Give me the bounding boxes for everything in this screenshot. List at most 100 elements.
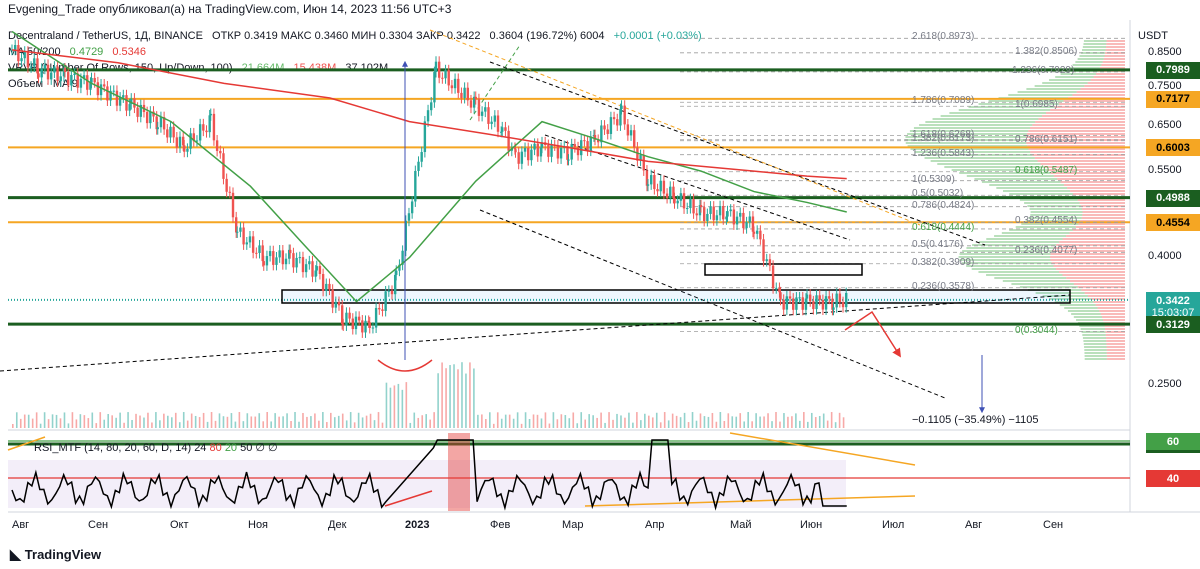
volume-bar xyxy=(206,421,209,428)
volume-bar xyxy=(477,414,479,428)
candle-body xyxy=(301,257,305,273)
profile-row-up xyxy=(986,238,1063,240)
volume-bar xyxy=(667,420,670,428)
profile-row-up xyxy=(937,163,1041,165)
profile-row-down xyxy=(1082,214,1125,216)
volume-bar xyxy=(787,416,789,428)
candle-body xyxy=(284,258,288,265)
volume-bar xyxy=(616,413,618,428)
profile-row-up xyxy=(1028,217,1082,219)
profile-row-up xyxy=(924,157,1035,159)
profile-row-up xyxy=(1082,337,1107,339)
profile-row-down xyxy=(1106,46,1125,48)
tradingview-logo[interactable]: ◣ TradingView xyxy=(10,546,101,563)
candle-body xyxy=(93,77,96,83)
profile-row-up xyxy=(968,106,1055,108)
candle-body xyxy=(447,70,450,86)
candle-body xyxy=(765,259,768,262)
volume-bar xyxy=(91,412,94,428)
profile-row-down xyxy=(1046,169,1125,171)
fib-label: 1(0.5309) xyxy=(912,173,955,185)
volume-bar xyxy=(600,412,602,428)
candle-body xyxy=(676,200,679,204)
candle-body xyxy=(547,144,550,157)
profile-row-down xyxy=(1026,136,1125,138)
candle-body xyxy=(364,320,367,333)
candle-body xyxy=(739,212,742,217)
volume-bar xyxy=(592,415,594,428)
profile-row-up xyxy=(1017,91,1077,93)
price-badge-value: 0.3422 xyxy=(1156,294,1190,307)
profile-row-down xyxy=(1078,223,1125,225)
trendline-dashed-4 xyxy=(544,134,851,241)
profile-row-down xyxy=(1104,55,1125,57)
volume-bar xyxy=(167,415,169,428)
profile-row-down xyxy=(1063,184,1125,186)
candle-body xyxy=(178,136,182,148)
candle-body xyxy=(340,305,344,325)
candle-body xyxy=(304,264,308,273)
profile-row-down xyxy=(1106,349,1125,351)
candle-body xyxy=(63,68,67,73)
candle-body xyxy=(457,78,460,93)
volume-bar xyxy=(783,413,785,428)
volume-bar xyxy=(143,417,145,428)
volume-bar xyxy=(624,417,626,428)
volume-bar xyxy=(842,417,845,428)
candle-body xyxy=(441,77,444,79)
volume-bar xyxy=(174,412,177,428)
candle-body xyxy=(466,87,469,101)
volume-bar xyxy=(147,412,149,428)
fib-label: 0.236(0.4077) xyxy=(1015,245,1078,257)
candle-body xyxy=(838,293,842,303)
profile-row-down xyxy=(1045,112,1125,114)
candle-body xyxy=(410,201,414,214)
volume-bar xyxy=(588,414,590,428)
candle-body xyxy=(533,143,536,150)
candle-body xyxy=(133,98,136,108)
month-tick: Мар xyxy=(562,519,584,531)
profile-row-up xyxy=(910,148,1029,150)
volume-bar xyxy=(246,413,249,428)
volume-bar xyxy=(107,414,109,428)
profile-row-up xyxy=(1060,73,1097,75)
candle-body xyxy=(314,270,317,277)
candle-body xyxy=(580,140,583,156)
profile-row-up xyxy=(1019,199,1078,201)
profile-row-up xyxy=(1084,355,1107,357)
candle-body xyxy=(450,85,454,89)
profile-row-down xyxy=(1079,202,1125,204)
fib-label: 0.382(0.3909) xyxy=(912,256,975,268)
candle-body xyxy=(530,149,533,161)
profile-row-down xyxy=(1070,280,1125,282)
volume-bar xyxy=(803,412,805,428)
candle-body xyxy=(798,297,801,299)
volume-bar xyxy=(238,412,241,428)
profile-row-up xyxy=(905,142,1027,144)
candle-body xyxy=(115,90,119,106)
candle-body xyxy=(175,137,179,148)
volume-bar xyxy=(318,420,320,428)
profile-row-up xyxy=(1055,76,1094,78)
candle-body xyxy=(130,98,133,105)
candle-body xyxy=(612,117,616,120)
candle-body xyxy=(755,230,759,234)
candle-body xyxy=(771,265,775,289)
candle-body xyxy=(245,242,248,245)
candle-body xyxy=(821,299,825,310)
volume-bar xyxy=(671,413,674,428)
volume-bar xyxy=(830,412,833,428)
candle-body xyxy=(219,150,222,154)
profile-row-up xyxy=(1075,61,1103,63)
candle-body xyxy=(593,135,597,140)
volume-bar xyxy=(465,373,467,428)
volume-bar xyxy=(186,420,189,428)
volume-bar xyxy=(178,422,181,428)
candle-body xyxy=(795,297,798,310)
volume-bar xyxy=(568,418,571,428)
ma50-value: 0.4729 xyxy=(69,46,104,58)
profile-row-up xyxy=(958,256,1051,258)
month-tick: Май xyxy=(730,519,752,531)
candle-body xyxy=(26,51,30,68)
